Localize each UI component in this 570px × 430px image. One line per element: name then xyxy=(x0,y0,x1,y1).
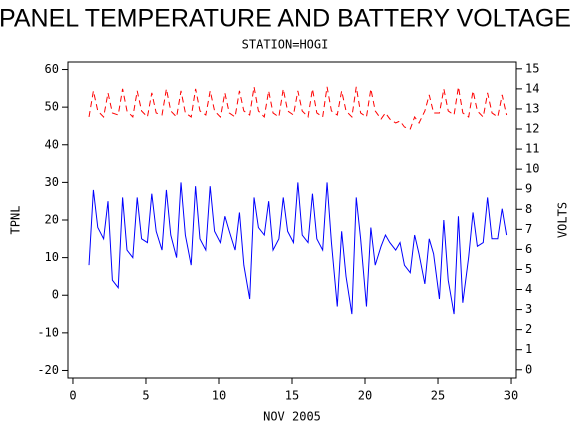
y2-tick-label: 6 xyxy=(525,242,532,256)
y2-tick-label: 1 xyxy=(525,342,532,356)
y-tick-label: -10 xyxy=(37,325,59,339)
y2-tick-label: 2 xyxy=(525,322,532,336)
y-tick-label: 20 xyxy=(45,213,59,227)
y2-tick-label: 13 xyxy=(525,101,539,115)
y2-tick-label: 11 xyxy=(525,142,539,156)
y-tick-label: 40 xyxy=(45,137,59,151)
y2-tick-label: 15 xyxy=(525,61,539,75)
chart-subtitle: STATION=HOGI xyxy=(242,38,329,52)
y2-axis-label: VOLTS xyxy=(556,202,570,238)
x-axis-label: NOV 2005 xyxy=(263,410,321,424)
y2-tick-label: 5 xyxy=(525,262,532,276)
x-tick-label: 30 xyxy=(504,389,518,403)
y2-tick-label: 3 xyxy=(525,302,532,316)
y-tick-label: 0 xyxy=(52,288,59,302)
x-tick-label: 20 xyxy=(358,389,372,403)
y2-tick-label: 9 xyxy=(525,182,532,196)
y2-tick-label: 12 xyxy=(525,122,539,136)
x-tick-label: 15 xyxy=(285,389,299,403)
chart-title: PANEL TEMPERATURE AND BATTERY VOLTAGE xyxy=(0,5,570,33)
y2-tick-label: 8 xyxy=(525,202,532,216)
y-tick-label: -20 xyxy=(37,363,59,377)
data-line xyxy=(88,86,508,130)
y-tick-label: 10 xyxy=(45,250,59,264)
y2-tick-label: 14 xyxy=(525,81,539,95)
y-axis-label: TPNL xyxy=(9,206,23,235)
y2-tick-label: 4 xyxy=(525,282,532,296)
data-line xyxy=(88,182,508,315)
y2-tick-label: 0 xyxy=(525,362,532,376)
x-tick-label: 5 xyxy=(142,389,149,403)
y2-tick-label: 10 xyxy=(525,162,539,176)
x-tick-label: 0 xyxy=(69,389,76,403)
y-tick-label: 50 xyxy=(45,100,59,114)
y-tick-label: 30 xyxy=(45,175,59,189)
y2-tick-label: 7 xyxy=(525,222,532,236)
x-tick-label: 25 xyxy=(431,389,445,403)
x-tick-label: 10 xyxy=(212,389,226,403)
y-tick-label: 60 xyxy=(45,62,59,76)
